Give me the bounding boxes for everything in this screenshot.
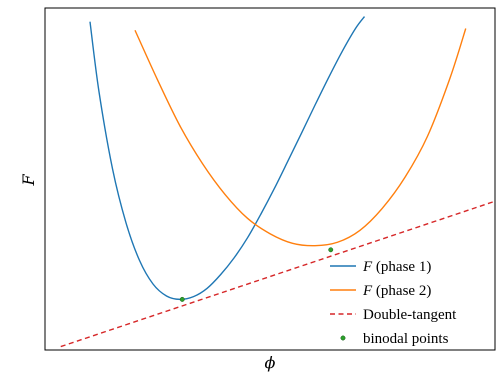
series-line-f-phase-2 bbox=[134, 28, 467, 247]
series-line-f-phase-1 bbox=[89, 16, 366, 301]
legend-label-f-phase-1: F (phase 1) bbox=[362, 259, 431, 275]
x-axis-label: ϕ bbox=[265, 353, 276, 372]
binodal-point bbox=[328, 247, 334, 253]
binodal-point bbox=[179, 296, 185, 302]
series-lines-layer bbox=[60, 16, 496, 348]
legend-marker-binodal-points bbox=[340, 335, 346, 341]
legend-label-f-phase-2: F (phase 2) bbox=[362, 283, 431, 299]
y-axis-label: F bbox=[19, 174, 38, 187]
legend: F (phase 1) F (phase 2) Double-tangent bino… bbox=[330, 259, 457, 347]
legend-label-double-tangent: Double-tangent bbox=[363, 307, 457, 323]
plot-area-frame bbox=[44, 7, 496, 351]
binodal-points-layer bbox=[179, 247, 334, 302]
legend-label-binodal-points: binodal points bbox=[363, 331, 449, 347]
